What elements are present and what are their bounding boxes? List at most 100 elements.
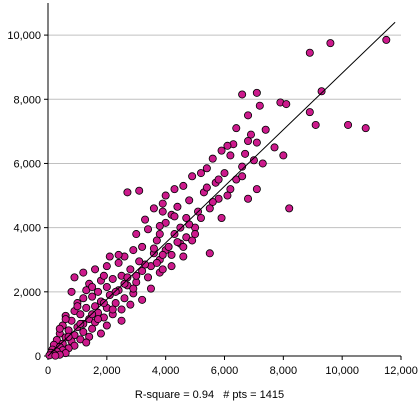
x-tick-label: 2,000 (93, 365, 121, 377)
data-point (252, 185, 261, 194)
data-point (282, 100, 291, 109)
data-point (185, 220, 194, 229)
data-point (217, 146, 226, 155)
data-point (141, 215, 150, 224)
data-point (76, 319, 85, 328)
data-point (305, 108, 314, 117)
data-point (179, 242, 188, 251)
x-tick-label: 6,000 (211, 365, 239, 377)
data-point (138, 242, 147, 251)
data-point (158, 265, 167, 274)
data-point (246, 130, 255, 139)
data-point (132, 271, 141, 280)
data-point (73, 302, 82, 311)
data-point (99, 271, 108, 280)
data-point (117, 316, 126, 325)
fit-line-group (47, 21, 396, 357)
data-point (176, 223, 185, 232)
data-point (155, 222, 164, 231)
data-point (70, 273, 79, 282)
data-point (208, 197, 217, 206)
data-point (105, 252, 114, 261)
data-point (135, 257, 144, 266)
x-tick-label: 4,000 (152, 365, 180, 377)
data-point (94, 315, 103, 324)
data-point (82, 338, 91, 347)
data-point (111, 299, 120, 308)
data-point (61, 315, 70, 324)
data-point (202, 183, 211, 192)
data-point (88, 283, 97, 292)
data-point (244, 136, 253, 145)
data-point (252, 138, 261, 147)
data-point (102, 321, 111, 330)
data-point (220, 169, 229, 178)
data-point (188, 236, 197, 245)
data-point (146, 284, 155, 293)
y-tick-label: 6,000 (13, 158, 41, 170)
data-point (167, 262, 176, 271)
data-point (241, 149, 250, 158)
data-point (252, 88, 261, 97)
data-point (88, 324, 97, 333)
data-point (226, 151, 235, 160)
data-point (102, 283, 111, 292)
y-tick-label: 8,000 (13, 94, 41, 106)
data-point (96, 329, 105, 338)
data-point (382, 35, 391, 44)
data-point (149, 204, 158, 213)
data-point (205, 249, 214, 258)
data-point (152, 236, 161, 245)
data-point (311, 120, 320, 129)
data-point (138, 266, 147, 275)
data-point (208, 154, 217, 163)
data-point (99, 299, 108, 308)
x-tick-label: 0 (45, 365, 51, 377)
data-point (179, 252, 188, 261)
data-point (108, 274, 117, 283)
data-point (79, 268, 88, 277)
data-point (155, 230, 164, 239)
stats-label: R-square = 0.94 # pts = 1415 (134, 389, 285, 401)
data-point (79, 294, 88, 303)
data-point (238, 172, 247, 181)
data-points (45, 35, 391, 360)
fit-line (47, 21, 396, 357)
data-point (135, 186, 144, 195)
x-tick-labels: 0 2,000 4,000 6,000 8,000 10,000 12,000 (45, 365, 418, 377)
data-point (152, 258, 161, 267)
data-point (185, 196, 194, 205)
data-point (191, 230, 200, 239)
data-point (94, 287, 103, 296)
data-point (344, 120, 353, 129)
data-point (51, 351, 60, 360)
y-tick-label: 0 (35, 351, 41, 363)
data-point (317, 87, 326, 96)
data-point (88, 292, 97, 301)
data-point (138, 295, 147, 304)
data-point (79, 327, 88, 336)
data-point (55, 324, 64, 333)
data-point (217, 214, 226, 223)
data-point (144, 273, 153, 282)
data-point (144, 225, 153, 234)
data-point (179, 181, 188, 190)
data-point (258, 159, 267, 168)
data-point (249, 156, 258, 165)
data-point (82, 303, 91, 312)
data-point (238, 162, 247, 171)
data-point (270, 143, 279, 152)
data-point (149, 244, 158, 253)
data-point (158, 207, 167, 216)
x-tick-label: 8,000 (270, 365, 298, 377)
data-point (158, 199, 167, 208)
data-point (120, 279, 129, 288)
y-tick-label: 10,000 (7, 30, 41, 42)
gridlines (48, 34, 401, 293)
y-tick-label: 2,000 (13, 287, 41, 299)
data-point (326, 39, 335, 48)
data-point (111, 287, 120, 296)
data-point (255, 101, 264, 110)
data-point (123, 273, 132, 282)
